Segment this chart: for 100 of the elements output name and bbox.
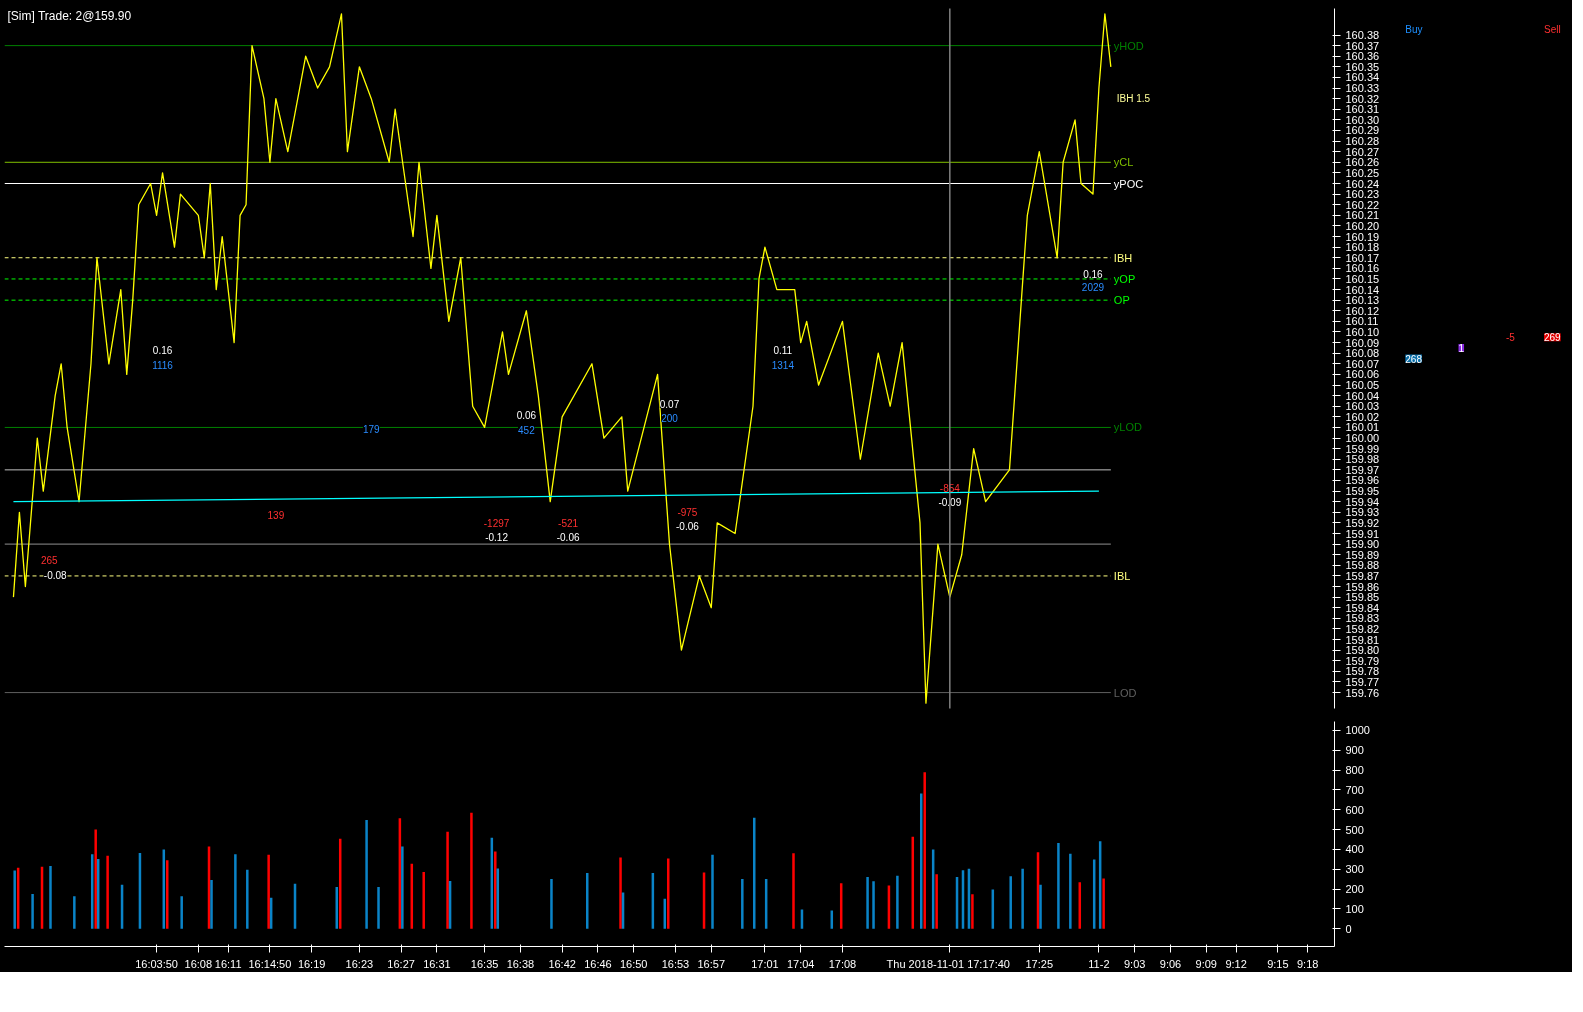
y-tick-label: 159.91 [1345,527,1380,540]
y-tick-label: 160.07 [1345,357,1380,370]
annotation: 2029 [1081,282,1105,294]
ref-line-label: yLOD [1113,421,1142,434]
x-tick-label: 16:31 [423,957,451,970]
annotation: 139 [267,510,285,522]
annotation: -0.06 [556,531,580,543]
y-tick-label: 160.34 [1345,71,1380,84]
y-tick-label: 160.28 [1345,135,1380,148]
y-tick-label: 900 [1345,744,1364,757]
y-tick-label: 159.77 [1345,675,1380,688]
y-tick-label: 159.84 [1345,601,1380,614]
y-tick-label: 160.22 [1345,198,1380,211]
annotation: -0.09 [938,496,962,508]
x-tick-label: 16:14:50 [248,957,292,970]
y-tick-label: 400 [1345,843,1364,856]
y-tick-label: 160.12 [1345,304,1380,317]
annotation: -0.06 [676,521,700,533]
x-tick-label: 16:42 [548,957,576,970]
y-tick-label: 159.99 [1345,442,1380,455]
y-tick-label: 159.88 [1345,559,1380,572]
y-tick-label: 160.02 [1345,410,1380,423]
text: Sell [1544,24,1561,36]
y-tick-label: 160.00 [1345,432,1380,445]
y-tick-label: 160.37 [1345,39,1380,52]
x-tick-label: 16:19 [297,957,326,970]
x-tick-label: 16:08 [184,957,213,970]
y-tick-label: 160.10 [1345,325,1380,338]
y-tick-label: 160.24 [1345,177,1380,190]
text: 268 [1405,353,1423,365]
y-tick-label: 160.33 [1345,82,1380,95]
y-tick-label: 300 [1345,863,1364,876]
y-tick-label: 159.94 [1345,495,1380,508]
y-tick-label: 160.27 [1345,145,1380,158]
chart-title: [Sim] Trade: 2@159.90 [7,8,132,23]
y-tick-label: 160.21 [1345,209,1380,222]
y-tick-label: 160.20 [1345,219,1380,232]
y-tick-label: 159.96 [1345,474,1380,487]
x-tick-label: 16:53 [661,957,690,970]
ref-line-label: yHOD [1113,39,1144,52]
text: Buy [1405,24,1423,36]
x-tick-label: 17:25 [1025,957,1054,970]
annotation: IBH 1.5 [1116,93,1151,105]
x-tick-label: 9:12 [1225,957,1247,970]
y-tick-label: 160.35 [1345,60,1380,73]
annotation: -0.08 [43,569,68,581]
y-tick-label: 159.95 [1345,485,1380,498]
y-tick-label: 160.19 [1345,230,1380,243]
annotation: 0.16 [1083,268,1104,280]
x-tick-label: 17:04 [786,957,815,970]
y-tick-label: 160.03 [1345,400,1380,413]
annotation: 452 [518,424,536,436]
annotation: 179 [362,423,381,435]
x-tick-label: 16:23 [345,957,374,970]
y-tick-label: 160.32 [1345,92,1380,105]
y-tick-label: 159.85 [1345,591,1380,604]
annotation: -0.12 [485,531,509,543]
annotation: 0.06 [516,409,537,421]
y-tick-label: 160.17 [1345,251,1380,264]
y-tick-label: 159.90 [1345,538,1380,551]
y-tick-label: 159.80 [1345,644,1380,657]
y-tick-label: 160.29 [1345,124,1380,137]
y-tick-label: 159.92 [1345,516,1380,529]
y-tick-label: 800 [1345,764,1364,777]
x-tick-label: 16:57 [697,957,726,970]
annotation: 1314 [771,359,795,371]
y-tick-label: 159.89 [1345,548,1380,561]
y-tick-label: 160.06 [1345,368,1380,381]
y-tick-label: 160.13 [1345,294,1380,307]
annotation: 1116 [152,359,174,371]
y-tick-label: 159.79 [1345,654,1380,667]
y-tick-label: 159.86 [1345,580,1380,593]
x-tick-label: 11-2 [1088,957,1110,970]
x-tick-label: 16:11 [214,957,242,970]
y-tick-label: 160.30 [1345,113,1380,126]
y-tick-label: 0 [1345,922,1352,935]
annotation: 200 [661,412,679,424]
y-tick-label: 700 [1345,783,1364,796]
y-tick-label: 159.87 [1345,569,1380,582]
x-tick-label: 9:15 [1267,957,1289,970]
x-tick-label: 16:46 [584,957,612,970]
y-tick-label: 159.97 [1345,463,1380,476]
y-tick-label: 159.98 [1345,453,1380,466]
annotation: 265 [40,555,59,567]
y-tick-label: 160.15 [1345,272,1380,285]
x-tick-label: 17:08 [828,957,857,970]
y-tick-label: 160.25 [1345,166,1380,179]
ref-line-label: LOD [1113,686,1137,699]
x-tick-label: 9:09 [1195,957,1217,970]
y-tick-label: 160.36 [1345,50,1380,63]
x-tick-label: 16:50 [619,957,648,970]
annotation: -1297 [483,517,510,529]
y-tick-label: 160.01 [1345,421,1380,434]
y-tick-label: 160.11 [1345,315,1379,328]
ref-line-label: OP [1113,294,1130,307]
x-tick-label: 16:35 [470,957,499,970]
y-tick-label: 160.04 [1345,389,1380,402]
y-tick-label: 159.82 [1345,622,1380,635]
ref-line-label: yCL [1113,156,1134,169]
x-tick-label: Thu 2018-11-01 17:17:40 [886,957,1010,970]
